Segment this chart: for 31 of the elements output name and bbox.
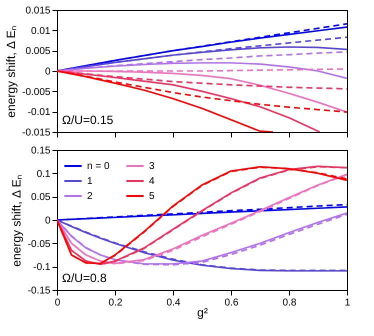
x-tick-label: 0.4 xyxy=(166,298,181,308)
y-tick-label: 0 xyxy=(44,216,51,226)
x-tick-label: 0.8 xyxy=(282,298,297,308)
y-tick-label: -0.015 xyxy=(22,128,51,138)
y-tick-label: -0.05 xyxy=(28,238,51,250)
x-tick-label: 0.6 xyxy=(224,298,239,308)
y-tick-label: -0.01 xyxy=(28,107,51,118)
x-tick-label: 1 xyxy=(344,298,351,308)
x-tick-label: 0.2 xyxy=(108,298,123,308)
y-tick-label: -0.15 xyxy=(28,286,51,296)
x-tick-label: 0 xyxy=(54,298,61,308)
legend-label: 2 xyxy=(87,191,93,202)
y-tick-label: 0.05 xyxy=(31,192,51,204)
annotation: Ω/U=0.15 xyxy=(62,113,114,127)
y-tick-label: 0.01 xyxy=(31,26,51,37)
y-tick-label: 0 xyxy=(44,66,51,78)
legend-label: 3 xyxy=(149,161,155,172)
y-axis-title: energy shift, Δ Eₙ xyxy=(4,25,18,118)
y-tick-label: 0.015 xyxy=(25,6,51,16)
y-tick-label: -0.005 xyxy=(22,86,51,98)
y-tick-label: -0.1 xyxy=(33,262,51,274)
y-tick-label: 0.005 xyxy=(25,46,51,58)
legend-label: 1 xyxy=(87,176,93,187)
legend-label: 5 xyxy=(149,191,155,202)
y-axis-title: energy shift, Δ Eₙ xyxy=(10,174,24,267)
y-tick-label: 0.15 xyxy=(31,146,51,156)
x-axis-title: g² xyxy=(197,306,208,320)
y-tick-label: 0.1 xyxy=(36,168,51,180)
legend-label: n = 0 xyxy=(87,161,110,172)
annotation: Ω/U=0.8 xyxy=(62,271,107,285)
legend-label: 4 xyxy=(149,176,155,187)
